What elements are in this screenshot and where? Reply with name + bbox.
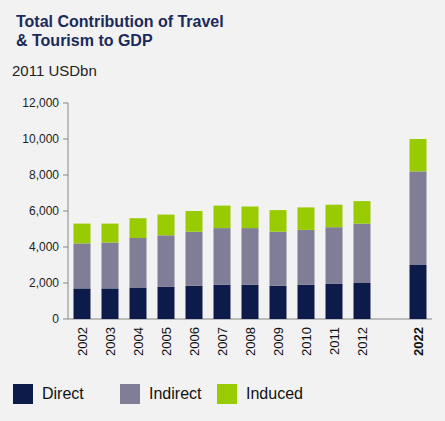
y-tick-label: 12,000 (22, 96, 59, 110)
title: Total Contribution of Travel & Tourism t… (16, 12, 231, 50)
y-tick-label: 0 (52, 312, 59, 326)
bar-segment (354, 283, 371, 319)
y-tick-label: 2,000 (29, 276, 59, 290)
legend-label: Induced (246, 385, 303, 402)
bar-segment (242, 285, 259, 319)
bar-segment (214, 285, 231, 319)
bar-segment (298, 230, 315, 285)
y-tick-label: 10,000 (22, 132, 59, 146)
bar-segment (186, 286, 203, 319)
bar-segment (298, 207, 315, 230)
x-tick-label: 2007 (215, 327, 230, 356)
y-tick (63, 103, 68, 104)
bar-segment (298, 285, 315, 319)
x-tick-label: 2008 (243, 327, 258, 356)
bar-segment (186, 232, 203, 286)
bar-segment (410, 139, 427, 171)
bar-segment (354, 201, 371, 224)
bar-segment (242, 228, 259, 285)
x-tick-label: 2002 (75, 327, 90, 356)
x-tick-label: 2006 (187, 327, 202, 356)
y-tick (63, 139, 68, 140)
legend-swatch (13, 384, 33, 404)
bar-segment (130, 288, 147, 320)
legend-label: Direct (42, 385, 84, 402)
x-tick-label: 2022 (411, 327, 426, 356)
bar-segment (270, 232, 287, 286)
legend-label: Indirect (149, 385, 202, 402)
x-tick-label: 2010 (299, 327, 314, 356)
bar-segment (214, 228, 231, 285)
y-tick-label: 6,000 (29, 204, 59, 218)
bar-segment (102, 224, 119, 243)
x-tick-label: 2011 (327, 327, 342, 355)
x-tick-label: 2004 (131, 327, 146, 356)
y-tick-label: 4,000 (29, 240, 59, 254)
legend-swatch (217, 384, 237, 404)
chart-svg: 0 2,000 4,000 6,000 8,000 10,000 12,000 2002 200… (0, 0, 445, 421)
bar-segment (410, 265, 427, 319)
bar-segment (74, 243, 91, 288)
bars (74, 139, 427, 319)
bar-segment (214, 206, 231, 229)
x-tick-label: 2009 (271, 327, 286, 356)
x-tick-label: 2012 (355, 327, 370, 356)
x-tick-label: 2003 (103, 327, 118, 356)
y-tick (63, 319, 68, 320)
bar-segment (410, 171, 427, 265)
x-tick-label: 2005 (159, 327, 174, 356)
bar-segment (270, 286, 287, 319)
bar-segment (74, 288, 91, 319)
bar-segment (130, 238, 147, 288)
bar-segment (354, 224, 371, 283)
bar-segment (102, 288, 119, 319)
bar-segment (186, 211, 203, 232)
bar-segment (130, 218, 147, 238)
bar-segment (158, 287, 175, 319)
subtitle: 2011 USDbn (12, 62, 97, 79)
bar-segment (326, 227, 343, 284)
bar-segment (242, 207, 259, 229)
y-tick-label: 8,000 (29, 168, 59, 182)
bar-segment (158, 235, 175, 286)
chart-panel: Total Contribution of Travel & Tourism t… (0, 0, 445, 421)
y-tick (63, 247, 68, 248)
legend-swatch (120, 384, 140, 404)
bar-segment (326, 205, 343, 228)
y-tick (63, 175, 68, 176)
y-tick (63, 211, 68, 212)
bar-segment (74, 224, 91, 244)
bar-segment (102, 243, 119, 289)
bar-segment (158, 215, 175, 236)
bar-segment (270, 210, 287, 232)
y-tick (63, 283, 68, 284)
bar-segment (326, 284, 343, 319)
